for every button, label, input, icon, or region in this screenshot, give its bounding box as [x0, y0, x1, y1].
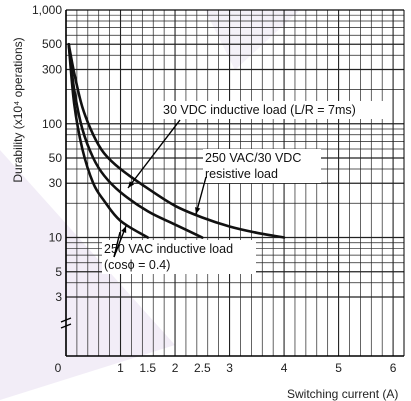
curve-annotation: 250 VAC inductive load — [104, 242, 233, 256]
x-axis-title: Switching current (A) — [287, 387, 398, 401]
x-tick-label: 3 — [226, 361, 233, 375]
y-tick-label: 500 — [42, 37, 62, 51]
y-axis-title: Durability (x10⁴ operations) — [11, 37, 25, 182]
curve-annotation: 30 VDC inductive load (L/R = 7ms) — [163, 103, 356, 117]
curve-annotation: 250 VAC/30 VDC — [205, 151, 301, 165]
x-tick-label: 1.5 — [139, 361, 156, 375]
curve-annotation: resistive load — [205, 167, 278, 181]
y-tick-label: 30 — [49, 176, 63, 190]
x-tick-label: 2.5 — [194, 361, 211, 375]
y-tick-label: 3 — [55, 290, 62, 304]
x-tick-label: 5 — [335, 361, 342, 375]
y-tick-label: 100 — [42, 117, 62, 131]
y-tick-label: 5 — [55, 265, 62, 279]
y-tick-label: 50 — [49, 151, 63, 165]
x-tick-label: 4 — [281, 361, 288, 375]
annotations: 30 VDC inductive load (L/R = 7ms) 250 VAC… — [102, 101, 384, 274]
y-tick-label: 300 — [42, 62, 62, 76]
x-tick-label: 6 — [390, 361, 397, 375]
x-tick-label: 1 — [117, 361, 124, 375]
curve-250vac-30vdc-resistive — [67, 42, 204, 239]
y-tick-label: 1,000 — [32, 3, 62, 17]
y-tick-label: 10 — [49, 231, 63, 245]
x-tick-label: 2 — [172, 361, 179, 375]
curve-30vdc-inductive — [67, 42, 150, 239]
curves — [67, 42, 286, 239]
axes — [60, 9, 405, 357]
curve-250vac-inductive — [67, 42, 286, 239]
curve-annotation: (cosϕ = 0.4) — [104, 258, 170, 272]
x-tick-label: 0 — [55, 361, 62, 375]
